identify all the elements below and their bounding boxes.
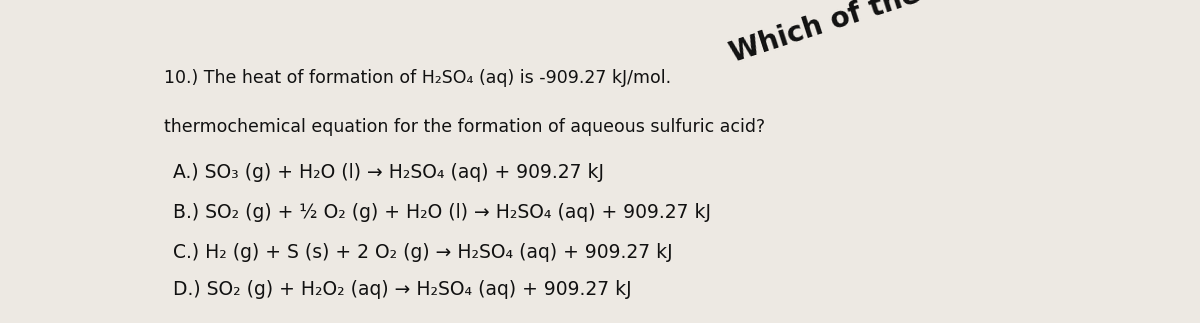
Text: A.) SO₃ (g) + H₂O (l) → H₂SO₄ (aq) + 909.27 kJ: A.) SO₃ (g) + H₂O (l) → H₂SO₄ (aq) + 909… — [173, 163, 605, 182]
Text: D.) SO₂ (g) + H₂O₂ (aq) → H₂SO₄ (aq) + 909.27 kJ: D.) SO₂ (g) + H₂O₂ (aq) → H₂SO₄ (aq) + 9… — [173, 280, 632, 299]
Text: C.) H₂ (g) + S (s) + 2 O₂ (g) → H₂SO₄ (aq) + 909.27 kJ: C.) H₂ (g) + S (s) + 2 O₂ (g) → H₂SO₄ (a… — [173, 243, 673, 262]
Text: Which of the following is the: Which of the following is the — [727, 0, 1163, 68]
Text: B.) SO₂ (g) + ½ O₂ (g) + H₂O (l) → H₂SO₄ (aq) + 909.27 kJ: B.) SO₂ (g) + ½ O₂ (g) + H₂O (l) → H₂SO₄… — [173, 203, 712, 222]
Text: thermochemical equation for the formation of aqueous sulfuric acid?: thermochemical equation for the formatio… — [164, 118, 766, 136]
Text: 10.) The heat of formation of H₂SO₄ (aq) is -909.27 kJ/mol.: 10.) The heat of formation of H₂SO₄ (aq)… — [164, 68, 671, 87]
